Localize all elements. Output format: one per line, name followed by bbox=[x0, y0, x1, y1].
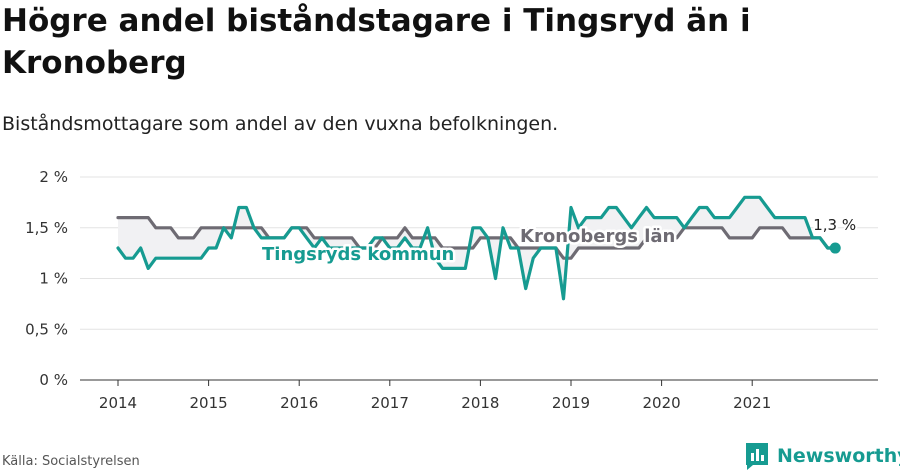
y-tick-label: 1 % bbox=[39, 270, 68, 288]
series-line-tingsryds-kommun bbox=[116, 195, 837, 301]
difference-area bbox=[118, 197, 836, 299]
y-tick-label: 0,5 % bbox=[25, 320, 68, 338]
y-tick-label: 2 % bbox=[39, 168, 68, 186]
source-note: Källa: Socialstyrelsen bbox=[2, 454, 140, 469]
series-lines bbox=[116, 195, 837, 301]
series-label: Kronobergs län bbox=[520, 226, 675, 247]
series-label-halo: Kronobergs län bbox=[520, 226, 675, 247]
newsworthy-logo[interactable]: Newsworthy bbox=[744, 440, 900, 472]
y-tick-label: 1,5 % bbox=[25, 219, 68, 237]
x-tick-label: 2016 bbox=[280, 394, 318, 412]
end-value-label-halo: 1,3 % bbox=[813, 216, 856, 234]
end-point-marker bbox=[829, 242, 841, 254]
axes: 0 % 0,5 % 1 % 1,5 % 2 % 2014 2015 2016 2017 2018 2… bbox=[25, 168, 878, 412]
chart-title: Högre andel biståndstagare i Tingsryd än… bbox=[2, 3, 751, 81]
x-tick-label: 2014 bbox=[99, 394, 137, 412]
x-tick-label: 2021 bbox=[733, 394, 771, 412]
chart-subtitle: Biståndsmottagare som andel av den vuxna… bbox=[2, 113, 559, 135]
newsworthy-logo-icon bbox=[746, 443, 768, 470]
series-label-halo: Tingsryds kommun bbox=[262, 244, 454, 265]
x-tick-label: 2018 bbox=[461, 394, 499, 412]
x-tick-label: 2020 bbox=[643, 394, 681, 412]
difference-band bbox=[118, 197, 836, 299]
series-line-kronobergs-län bbox=[116, 216, 837, 260]
y-tick-label: 0 % bbox=[39, 371, 68, 389]
x-tick-label: 2015 bbox=[190, 394, 228, 412]
x-tick-label: 2017 bbox=[371, 394, 409, 412]
x-tick-label: 2019 bbox=[552, 394, 590, 412]
end-value-label: 1,3 % bbox=[813, 216, 856, 234]
brand-name: Newsworthy bbox=[777, 445, 900, 467]
series-label: Tingsryds kommun bbox=[262, 244, 454, 265]
